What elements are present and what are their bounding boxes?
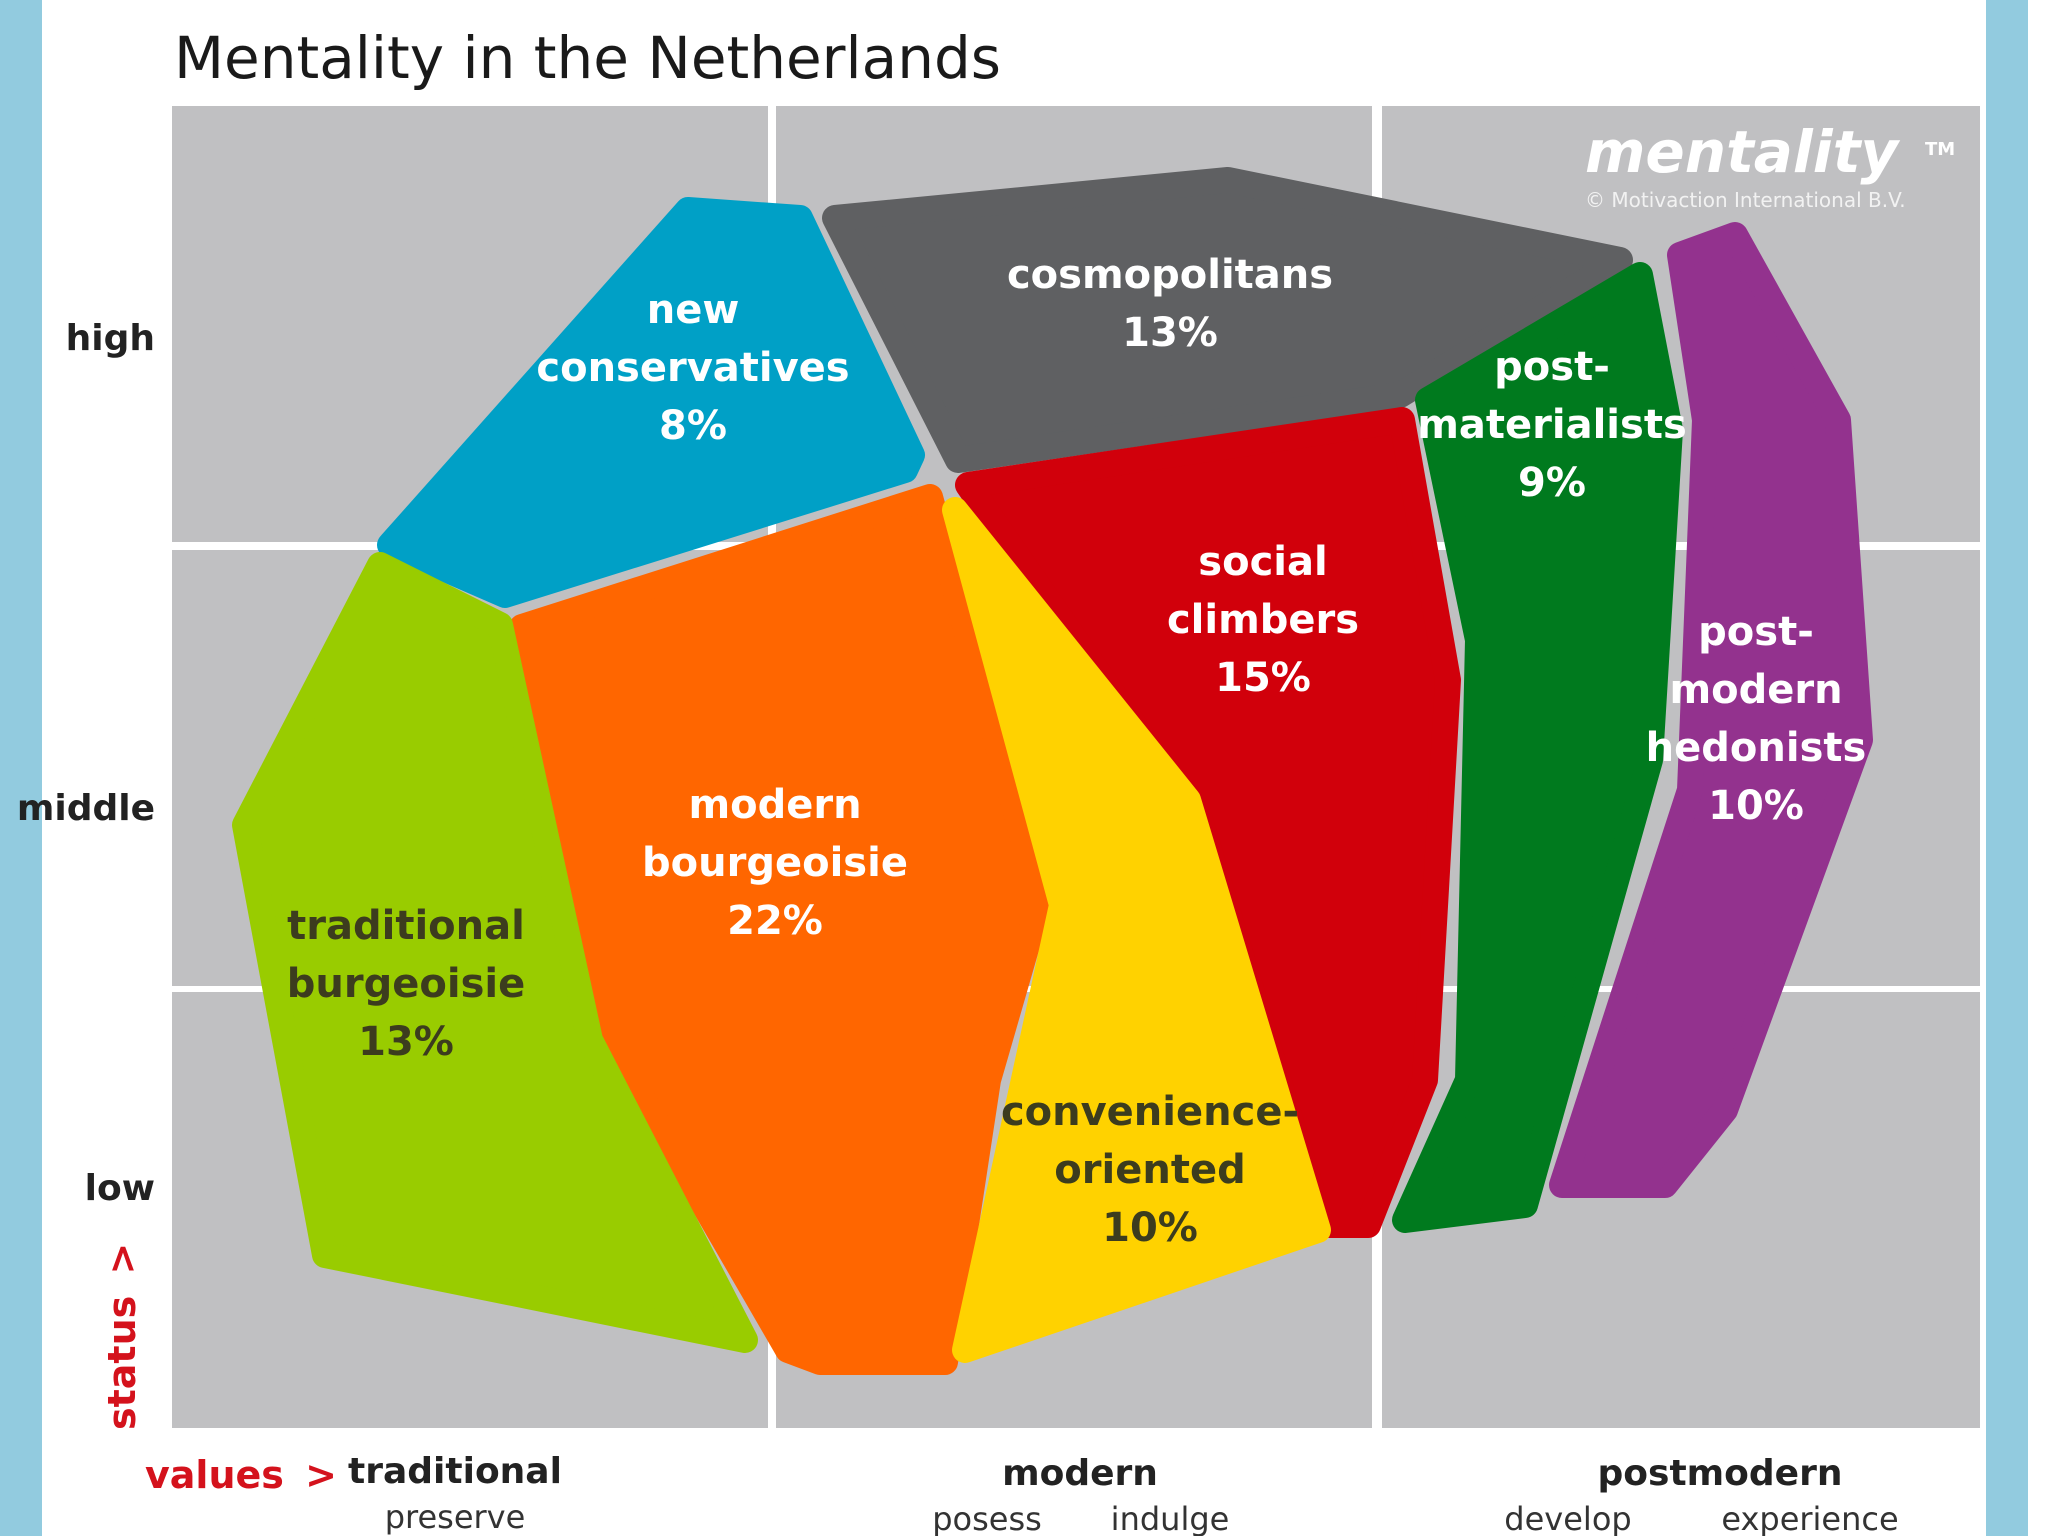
brand-trademark: TM <box>1925 139 1955 160</box>
segment-name-line: materialists <box>1417 402 1687 448</box>
values-axis-label: values > <box>145 1453 337 1497</box>
segment-name-line: conservatives <box>536 345 849 391</box>
brand-copyright: © Motivaction International B.V. <box>1585 188 1906 212</box>
segment-percentage: 8% <box>659 403 727 449</box>
segment-percentage: 15% <box>1215 655 1311 701</box>
segment-label-modern-bourgeoisie: modern bourgeoisie 22% <box>642 782 908 944</box>
left-side-bar <box>0 0 42 1536</box>
values-sub-experience: experience <box>1721 1500 1898 1536</box>
brand-name: mentality <box>1585 118 1900 186</box>
segment-name-line: burgeoisie <box>287 961 525 1007</box>
status-level-high: high <box>66 318 155 359</box>
segment-label-cosmopolitans: cosmopolitans 13% <box>1007 252 1333 356</box>
segment-percentage: 13% <box>358 1019 454 1065</box>
values-group-modern: modern <box>1002 1453 1158 1494</box>
mentality-logo: mentality TM © Motivaction International… <box>1585 118 1955 212</box>
segment-name-line: post- <box>1698 609 1814 655</box>
status-axis-label-group: status > <box>100 1243 144 1430</box>
right-side-bar <box>1986 0 2028 1536</box>
status-axis-label: status > <box>100 1243 144 1430</box>
segment-name-line: modern <box>1669 667 1842 713</box>
segment-name-line: cosmopolitans <box>1007 252 1333 298</box>
segment-percentage: 10% <box>1708 783 1804 829</box>
segment-percentage: 22% <box>727 898 823 944</box>
status-level-low: low <box>85 1168 155 1209</box>
segment-label-post-modern-hedonists: post-modern hedonists 10% <box>1646 609 1867 829</box>
segment-percentage: 10% <box>1102 1205 1198 1251</box>
segment-shape-modern-bourgeoisie <box>509 484 1053 1375</box>
values-axis-word: values <box>145 1453 284 1497</box>
values-group-traditional: traditional <box>348 1451 562 1492</box>
status-axis-arrow: > <box>100 1243 144 1275</box>
segment-label-convenience-oriented: convenience-oriented 10% <box>1001 1089 1299 1251</box>
status-axis: high middle low status > <box>17 318 155 1430</box>
segment-label-social-climbers: social climbers 15% <box>1167 539 1359 701</box>
values-group-postmodern: postmodern <box>1598 1453 1843 1494</box>
segment-name-line: oriented <box>1054 1147 1245 1193</box>
values-axis-arrow: > <box>305 1453 337 1497</box>
segment-name-line: new <box>647 287 740 333</box>
segment-name-line: social <box>1198 539 1327 585</box>
segment-shape-post-modern-hedonists <box>1549 222 1873 1198</box>
segment-shape-convenience-oriented <box>942 497 1331 1363</box>
segment-name-line: traditional <box>287 903 525 949</box>
status-level-middle: middle <box>17 788 155 829</box>
values-sub-preserve: preserve <box>385 1498 526 1536</box>
segment-name-line: convenience- <box>1001 1089 1299 1135</box>
segment-shape-new-conservatives <box>377 197 925 608</box>
values-sub-develop: develop <box>1504 1500 1631 1536</box>
segment-name-line: modern <box>688 782 861 828</box>
segment-shape-traditional-burgeoisie <box>232 552 758 1353</box>
segment-labels: new conservatives 8% cosmopolitans 13% post-m… <box>287 252 1867 1251</box>
values-axis: values > traditional preserve modern pos… <box>145 1451 1899 1536</box>
segment-shape-post-materialists <box>1392 262 1683 1233</box>
status-axis-word: status <box>100 1296 144 1430</box>
segments <box>232 167 1873 1375</box>
segment-label-new-conservatives: new conservatives 8% <box>536 287 849 449</box>
segment-percentage: 9% <box>1518 460 1586 506</box>
segment-name-line: hedonists <box>1646 725 1867 771</box>
segment-label-traditional-burgeoisie: traditional burgeoisie 13% <box>287 903 525 1065</box>
page-title: Mentality in the Netherlands <box>174 24 1001 92</box>
values-sub-posess: posess <box>932 1500 1042 1536</box>
segment-name-line: bourgeoisie <box>642 840 908 886</box>
values-sub-indulge: indulge <box>1111 1500 1230 1536</box>
segment-name-line: post- <box>1494 344 1610 390</box>
segment-name-line: climbers <box>1167 597 1359 643</box>
segment-shape-cosmopolitans <box>822 167 1633 473</box>
segment-label-post-materialists: post-materialists 9% <box>1417 344 1687 506</box>
segment-percentage: 13% <box>1122 310 1218 356</box>
